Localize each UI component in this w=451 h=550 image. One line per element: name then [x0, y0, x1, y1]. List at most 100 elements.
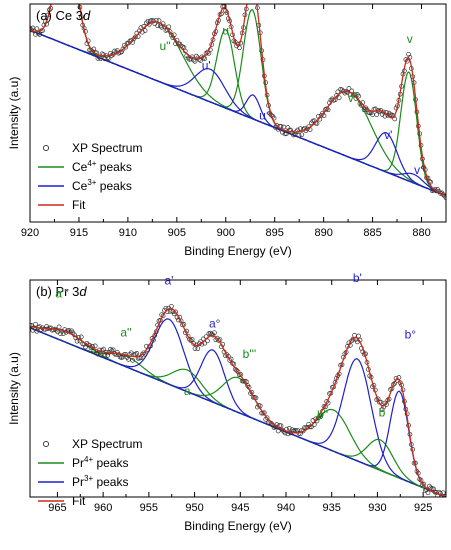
- data-point: [112, 48, 117, 54]
- data-point: [30, 323, 33, 328]
- data-point: [192, 58, 198, 64]
- data-point: [324, 106, 330, 112]
- data-point: [320, 110, 325, 116]
- peak-label: a'': [120, 325, 131, 339]
- peak-label: a''': [55, 286, 69, 300]
- peak-label: b': [353, 271, 362, 285]
- data-point: [299, 132, 305, 138]
- peak-label: a°: [209, 317, 221, 331]
- legend-label: Ce3+ peaks: [72, 178, 132, 193]
- peak-label: b°: [405, 328, 417, 342]
- panel-label: (a) Ce 3d: [36, 8, 91, 23]
- data-point: [142, 28, 148, 33]
- data-point: [331, 384, 337, 390]
- y-axis-title: Intensity (a.u): [7, 352, 21, 425]
- legend-label: Pr3+ peaks: [72, 474, 128, 489]
- data-point: [78, 334, 84, 340]
- data-point: [195, 346, 201, 351]
- peak-label: v'': [348, 91, 359, 105]
- legend: XP Spectrum Pr4+ peaks Pr3+ peaks Fit: [38, 437, 142, 508]
- data-point: [374, 112, 380, 117]
- data-point: [234, 368, 239, 373]
- component-peak-9: [30, 29, 446, 197]
- data-point: [440, 490, 446, 496]
- data-point: [406, 51, 411, 57]
- x-tick-label: 915: [70, 227, 88, 239]
- peak-label: b''': [243, 347, 257, 361]
- xp-spectrum-points: [30, 303, 446, 497]
- data-point: [133, 34, 138, 40]
- x-tick-label: 945: [231, 502, 249, 514]
- data-point: [123, 44, 129, 50]
- data-point: [106, 56, 112, 61]
- data-point: [392, 116, 398, 122]
- x-tick-label: 940: [277, 502, 295, 514]
- legend: XP Spectrum Ce4+ peaks Ce3+ peaks Fit: [38, 141, 142, 212]
- data-point: [381, 404, 386, 410]
- data-point: [101, 52, 106, 58]
- peak-label: a: [184, 384, 191, 398]
- data-point: [307, 424, 313, 430]
- data-point: [50, 0, 54, 1]
- data-point: [92, 343, 98, 349]
- data-point: [296, 132, 302, 138]
- legend-marker: [42, 144, 50, 152]
- data-point: [101, 346, 106, 352]
- data-point: [151, 18, 156, 24]
- data-point: [188, 338, 194, 343]
- data-point: [138, 25, 144, 30]
- x-tick-label: 880: [412, 227, 430, 239]
- data-point: [266, 420, 271, 426]
- data-point: [99, 348, 105, 353]
- x-axis-title: Binding Energy (eV): [184, 244, 291, 258]
- data-point: [95, 56, 101, 61]
- data-point: [30, 323, 34, 328]
- peak-label: b'': [317, 408, 328, 422]
- data-point: [33, 321, 38, 327]
- peak-label: u'': [159, 39, 170, 53]
- fit-curve: [30, 4, 446, 197]
- data-point: [210, 332, 216, 338]
- x-tick-label: 885: [363, 227, 381, 239]
- y-axis-title: Intensity (a.u): [7, 77, 21, 150]
- data-point: [379, 407, 385, 412]
- data-point: [433, 188, 439, 194]
- legend-label: Ce4+ peaks: [72, 159, 132, 174]
- data-point: [286, 425, 292, 431]
- plot-area: [30, 303, 446, 497]
- data-point: [440, 192, 446, 197]
- x-tick-label: 890: [314, 227, 332, 239]
- peak-label: u': [202, 58, 211, 72]
- data-point: [202, 56, 208, 61]
- x-tick-label: 950: [185, 502, 203, 514]
- data-point: [328, 390, 334, 396]
- x-tick-label: 925: [414, 502, 432, 514]
- fit-curve: [30, 307, 446, 497]
- data-point: [336, 95, 342, 101]
- panel-label: (b) Pr 3d: [36, 284, 87, 299]
- peak-label: v°: [414, 163, 425, 177]
- data-point: [397, 380, 403, 385]
- data-point: [60, 331, 66, 336]
- data-point: [116, 352, 122, 357]
- x-tick-label: 910: [119, 227, 137, 239]
- data-point: [306, 421, 312, 427]
- data-point: [346, 86, 352, 91]
- legend-marker: [42, 440, 50, 448]
- data-point: [212, 330, 217, 336]
- data-point: [144, 20, 149, 26]
- data-point: [318, 113, 324, 118]
- x-tick-label: 895: [266, 227, 284, 239]
- peak-label: u°: [259, 109, 271, 123]
- data-point: [139, 351, 145, 357]
- peak-label: b: [379, 406, 386, 420]
- data-point: [205, 338, 210, 344]
- legend-label: XP Spectrum: [72, 437, 142, 451]
- data-point: [155, 23, 160, 28]
- data-point: [278, 423, 284, 429]
- data-point: [385, 397, 391, 403]
- data-point: [356, 333, 361, 339]
- peak-label: u: [222, 24, 229, 38]
- data-point: [442, 193, 446, 199]
